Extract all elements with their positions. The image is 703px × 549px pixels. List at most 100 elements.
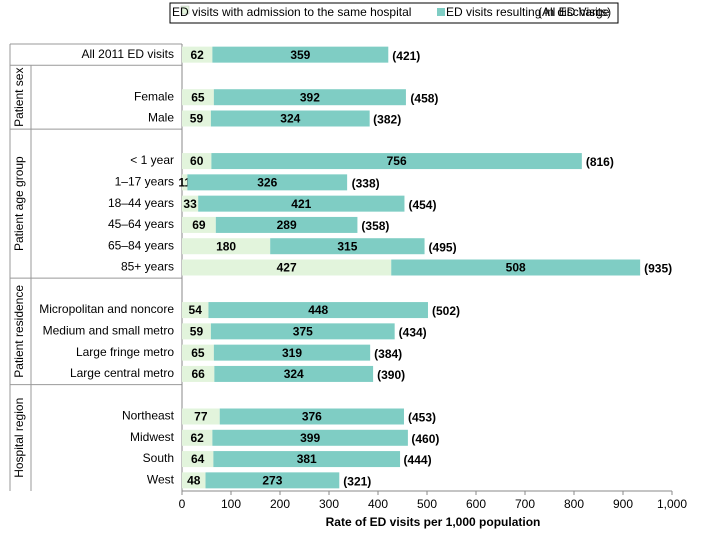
value-label: 273 <box>262 474 282 488</box>
value-label: 65 <box>191 90 205 104</box>
bar-segment <box>212 46 389 63</box>
value-label: 359 <box>290 48 310 62</box>
y-tick-label: 65–84 years <box>108 238 174 252</box>
bar-segment <box>182 302 209 319</box>
legend-box <box>169 2 619 24</box>
total-label: (434) <box>399 326 427 340</box>
total-label: (338) <box>352 177 380 191</box>
bar-segment <box>187 174 348 191</box>
value-label: 375 <box>293 325 313 339</box>
value-label: 33 <box>183 197 197 211</box>
y-tick-label: All 2011 ED visits <box>82 47 174 61</box>
y-tick-label: Female <box>134 89 174 103</box>
bar-segment <box>182 110 211 127</box>
value-label: 399 <box>300 431 320 445</box>
y-tick-label: South <box>143 451 174 465</box>
total-label: (358) <box>361 219 389 233</box>
x-tick-label: 0 <box>179 497 186 511</box>
x-axis-title: Rate of ED visits per 1,000 population <box>326 515 541 529</box>
bar-segment <box>182 238 271 255</box>
bar-segment <box>198 195 405 212</box>
bar-segment <box>205 472 340 489</box>
group-label: Patient age group <box>12 156 26 251</box>
group-label: Patient sex <box>12 68 26 127</box>
bar-segment <box>270 238 425 255</box>
y-tick-label: West <box>147 473 175 487</box>
y-tick-label: 85+ years <box>121 260 174 274</box>
x-tick-label: 900 <box>613 497 633 511</box>
value-label: 77 <box>194 410 208 424</box>
value-label: 48 <box>187 474 201 488</box>
x-tick-label: 400 <box>368 497 388 511</box>
total-label: (935) <box>644 262 672 276</box>
total-label: (321) <box>343 475 371 489</box>
total-label: (421) <box>392 49 420 63</box>
value-label: 315 <box>337 239 357 253</box>
y-tick-label: Large central metro <box>70 366 174 380</box>
bar-segment <box>208 302 428 319</box>
value-label: 448 <box>308 303 328 317</box>
total-label: (382) <box>373 113 401 127</box>
total-label: (816) <box>586 155 614 169</box>
total-label: (384) <box>374 347 402 361</box>
bar-segment <box>210 323 395 340</box>
y-tick-label: Northeast <box>122 409 175 423</box>
value-label: 421 <box>291 197 311 211</box>
value-label: 381 <box>297 452 317 466</box>
value-label: 59 <box>190 112 204 126</box>
bar-segment <box>214 365 374 382</box>
bar-segment <box>182 323 211 340</box>
total-label: (444) <box>404 453 432 467</box>
bar-segment <box>182 408 220 425</box>
y-tick-label: 45–64 years <box>108 217 174 231</box>
value-label: 427 <box>277 261 297 275</box>
y-tick-label: Medium and small metro <box>43 324 175 338</box>
bar-segment <box>182 365 215 382</box>
total-label: (453) <box>408 411 436 425</box>
total-label: (460) <box>411 432 439 446</box>
bar-segment <box>219 408 404 425</box>
bar-segment <box>215 216 358 233</box>
y-tick-label: Male <box>148 111 174 125</box>
group-label: Patient residence <box>12 285 26 378</box>
bar-segment <box>182 216 216 233</box>
bar-segment <box>182 259 392 276</box>
bar-segment <box>213 344 371 361</box>
x-tick-label: 800 <box>564 497 584 511</box>
value-label: 62 <box>191 48 205 62</box>
legend-label: ED visits with admission to the same hos… <box>172 5 411 19</box>
x-tick-label: 700 <box>515 497 535 511</box>
legend-label: ED visits resulting in discharge <box>446 5 610 19</box>
value-label: 326 <box>257 176 277 190</box>
bar-segment <box>391 259 641 276</box>
y-tick-label: Large fringe metro <box>76 345 174 359</box>
y-tick-label: 1–17 years <box>115 175 174 189</box>
value-label: 69 <box>192 218 206 232</box>
y-tick-label: Midwest <box>130 430 175 444</box>
y-tick-label: Micropolitan and noncore <box>39 302 174 316</box>
value-label: 324 <box>280 112 300 126</box>
bar-segment <box>182 153 212 170</box>
bar-segment <box>182 344 214 361</box>
value-label: 180 <box>216 239 236 253</box>
bar-segment <box>213 451 401 468</box>
legend-swatch <box>437 8 445 16</box>
bar-segment <box>182 429 213 446</box>
value-label: 508 <box>506 261 526 275</box>
value-label: 392 <box>300 90 320 104</box>
group-label: Hospital region <box>12 398 26 478</box>
bar-segment <box>182 174 188 191</box>
value-label: 376 <box>302 410 322 424</box>
x-tick-label: 300 <box>319 497 339 511</box>
y-tick-label: < 1 year <box>130 153 174 167</box>
bar-segment <box>210 110 370 127</box>
value-label: 64 <box>191 452 205 466</box>
x-tick-label: 1,000 <box>657 497 687 511</box>
bar-segment <box>212 429 408 446</box>
x-tick-label: 100 <box>221 497 241 511</box>
total-label: (458) <box>410 91 438 105</box>
legend-label: (All ED Visits) <box>538 5 611 19</box>
legend-swatch <box>180 5 190 15</box>
bar-segment <box>182 472 206 489</box>
